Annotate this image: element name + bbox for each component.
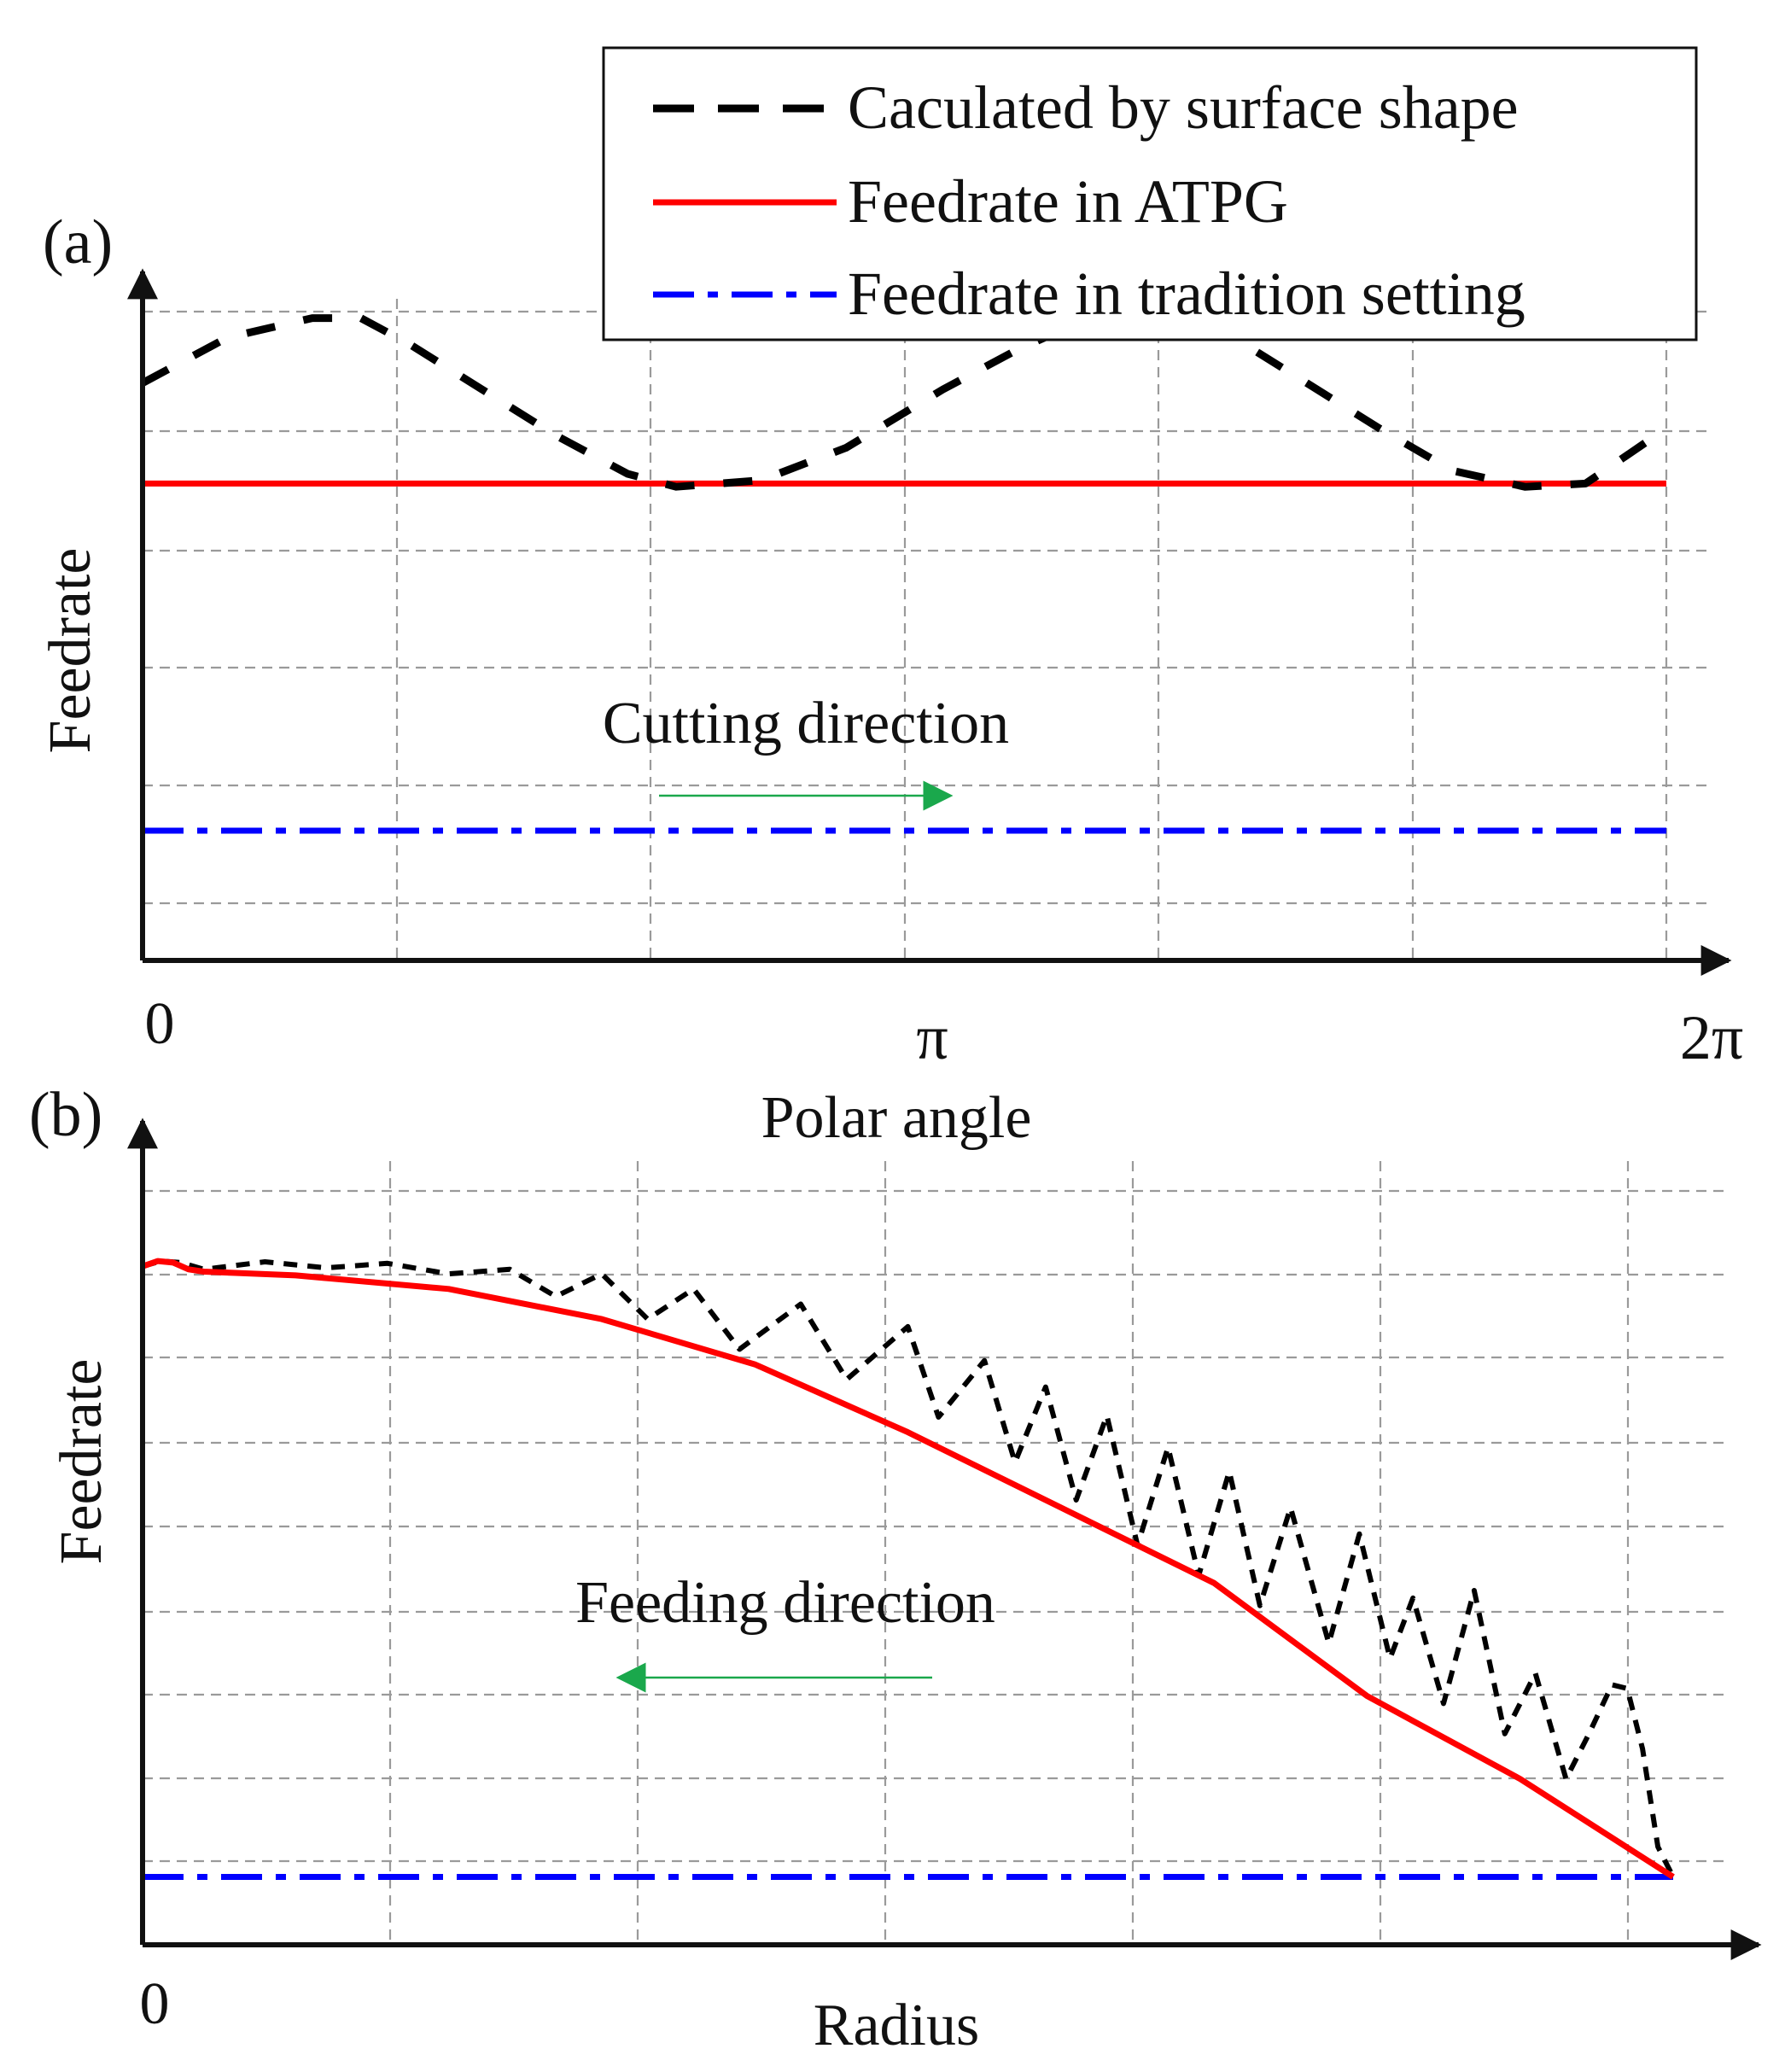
panel-b-x-axis-label: Radius: [814, 1993, 979, 2058]
panel-a-x-tick-0: 0: [145, 991, 175, 1057]
feeding-direction-label: Feeding direction: [575, 1570, 995, 1636]
panel-a-x-tick-2pi: 2π: [1680, 1003, 1743, 1073]
panel-a-x-tick-pi: π: [916, 1003, 948, 1073]
legend-label-tradition: Feedrate in tradition setting: [848, 260, 1525, 328]
legend: Caculated by surface shape Feedrate in A…: [602, 46, 1698, 341]
panel-b-series: [141, 1258, 1676, 1880]
panel-a-y-axis-label: Feedrate: [38, 548, 103, 754]
panel-a-x-axis-label: Polar angle: [761, 1085, 1032, 1151]
panel-b-label: (b): [29, 1080, 102, 1150]
panel-b-y-axis-label: Feedrate: [49, 1359, 114, 1565]
legend-label-atpg: Feedrate in ATPG: [848, 167, 1288, 236]
panel-a-series: [140, 311, 1669, 834]
panel-b-x-tick-0: 0: [140, 1971, 170, 2037]
panel-b-atpg-line: [141, 1258, 1675, 1880]
panel-b-grid: [143, 1161, 1724, 1945]
legend-label-surface-shape: Caculated by surface shape: [848, 73, 1519, 142]
cutting-direction-label: Cutting direction: [603, 691, 1009, 756]
panel-b-surface-shape-line: [142, 1258, 1676, 1878]
panel-a-surface-shape-line: [140, 311, 1669, 491]
panel-b: (b) Feedrate Radius 0 Feeding direction: [29, 1080, 1762, 2058]
panel-a: (a) Feedrate Polar angle 0 π 2π Cutting …: [38, 207, 1743, 1151]
panel-a-label: (a): [43, 207, 113, 277]
legend-box: [602, 46, 1698, 341]
panel-a-grid: [143, 299, 1707, 960]
